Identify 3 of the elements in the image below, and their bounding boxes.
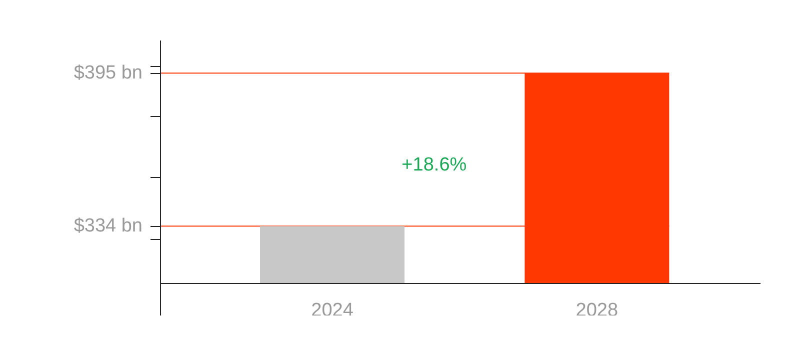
annotation: +18.6%: [402, 154, 467, 176]
y-tick-label: $395 bn: [74, 62, 143, 84]
y-tick-label: $334 bn: [74, 216, 143, 237]
